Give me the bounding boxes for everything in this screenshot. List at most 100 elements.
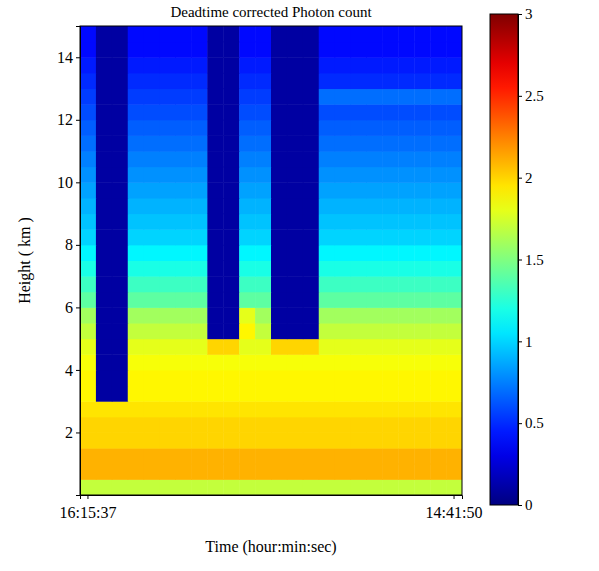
heatmap-cell [160, 42, 176, 58]
heatmap-cell [144, 339, 160, 355]
heatmap-cell [128, 464, 144, 480]
heatmap-cell [303, 276, 319, 292]
heatmap-cell [191, 448, 207, 464]
heatmap-cell [96, 307, 112, 323]
heatmap-cell [382, 417, 398, 433]
heatmap-cell [414, 26, 430, 42]
heatmap-cell [112, 323, 128, 339]
heatmap-cell [382, 26, 398, 42]
heatmap-cell [191, 26, 207, 42]
heatmap-cell [271, 229, 287, 245]
heatmap-cell [303, 354, 319, 370]
heatmap-cell [239, 104, 255, 120]
colorbar-axis: 00.511.522.53 [518, 6, 544, 513]
heatmap-cell [207, 339, 223, 355]
heatmap-cell [398, 229, 414, 245]
heatmap-cell [176, 245, 192, 261]
heatmap-cell [112, 245, 128, 261]
heatmap-cell [351, 448, 367, 464]
plot-frame [80, 26, 462, 495]
heatmap-cell [207, 57, 223, 73]
heatmap-cell [96, 354, 112, 370]
heatmap-cell [446, 89, 462, 105]
heatmap-cell [176, 479, 192, 495]
heatmap-cell [239, 57, 255, 73]
heatmap-cell [80, 214, 96, 230]
heatmap-cell [239, 386, 255, 402]
heatmap-cell [367, 370, 383, 386]
heatmap-cell [351, 104, 367, 120]
heatmap-cell [223, 292, 239, 308]
heatmap-cell [367, 276, 383, 292]
heatmap-cell [382, 245, 398, 261]
heatmap-cell [351, 167, 367, 183]
heatmap-cell [80, 135, 96, 151]
colorbar-tick-label: 0.5 [525, 415, 544, 431]
heatmap-cell [287, 292, 303, 308]
heatmap-cell [414, 448, 430, 464]
colorbar-tick-label: 1.5 [525, 252, 544, 268]
heatmap-cell [160, 276, 176, 292]
heatmap-cell [128, 245, 144, 261]
heatmap-cell [414, 401, 430, 417]
heatmap-cell [446, 151, 462, 167]
heatmap-cell [414, 151, 430, 167]
y-tick-label: 6 [65, 299, 73, 316]
heatmap-cell [112, 135, 128, 151]
heatmap-cell [271, 292, 287, 308]
heatmap-cell [430, 354, 446, 370]
heatmap-cell [239, 479, 255, 495]
heatmap-cell [287, 261, 303, 277]
heatmap-cell [223, 245, 239, 261]
heatmap-cell [287, 135, 303, 151]
heatmap-cell [80, 198, 96, 214]
heatmap-cell [351, 42, 367, 58]
heatmap-cell [382, 151, 398, 167]
heatmap-cell [351, 354, 367, 370]
heatmap-cell [446, 479, 462, 495]
heatmap-cell [351, 261, 367, 277]
heatmap-cell [271, 417, 287, 433]
heatmap-cell [319, 245, 335, 261]
colorbar-tick: 0 [518, 497, 533, 513]
colorbar-tick-label: 1 [525, 334, 533, 350]
heatmap-cell [144, 292, 160, 308]
heatmap-cell [335, 89, 351, 105]
heatmap-cell [271, 432, 287, 448]
heatmap-cell [191, 245, 207, 261]
heatmap-cell [176, 26, 192, 42]
heatmap-cell [176, 323, 192, 339]
heatmap-cell [80, 26, 96, 42]
heatmap-cell [287, 167, 303, 183]
heatmap-cell [351, 464, 367, 480]
heatmap-cell [128, 292, 144, 308]
heatmap-cell [80, 354, 96, 370]
heatmap-cell [255, 89, 271, 105]
heatmap-cell [398, 386, 414, 402]
heatmap-cell [287, 198, 303, 214]
heatmap-cell [239, 448, 255, 464]
heatmap-cell [191, 73, 207, 89]
heatmap-cell [303, 479, 319, 495]
heatmap-cell [223, 464, 239, 480]
heatmap-cell [446, 370, 462, 386]
heatmap-cell [367, 323, 383, 339]
y-tick: 2 [65, 424, 80, 441]
heatmap-cell [382, 464, 398, 480]
heatmap-cell [239, 261, 255, 277]
heatmap-cell [80, 245, 96, 261]
heatmap-cell [96, 198, 112, 214]
heatmap-cell [398, 26, 414, 42]
heatmap-cell [446, 386, 462, 402]
heatmap-cell [382, 370, 398, 386]
heatmap-cell [80, 229, 96, 245]
heatmap-cell [255, 214, 271, 230]
heatmap-cell [382, 307, 398, 323]
heatmap-cell [382, 401, 398, 417]
heatmap-cell [287, 401, 303, 417]
heatmap-cell [430, 323, 446, 339]
heatmap-cell [446, 261, 462, 277]
heatmap-cell [303, 198, 319, 214]
heatmap-cell [112, 26, 128, 42]
heatmap-cell [430, 26, 446, 42]
